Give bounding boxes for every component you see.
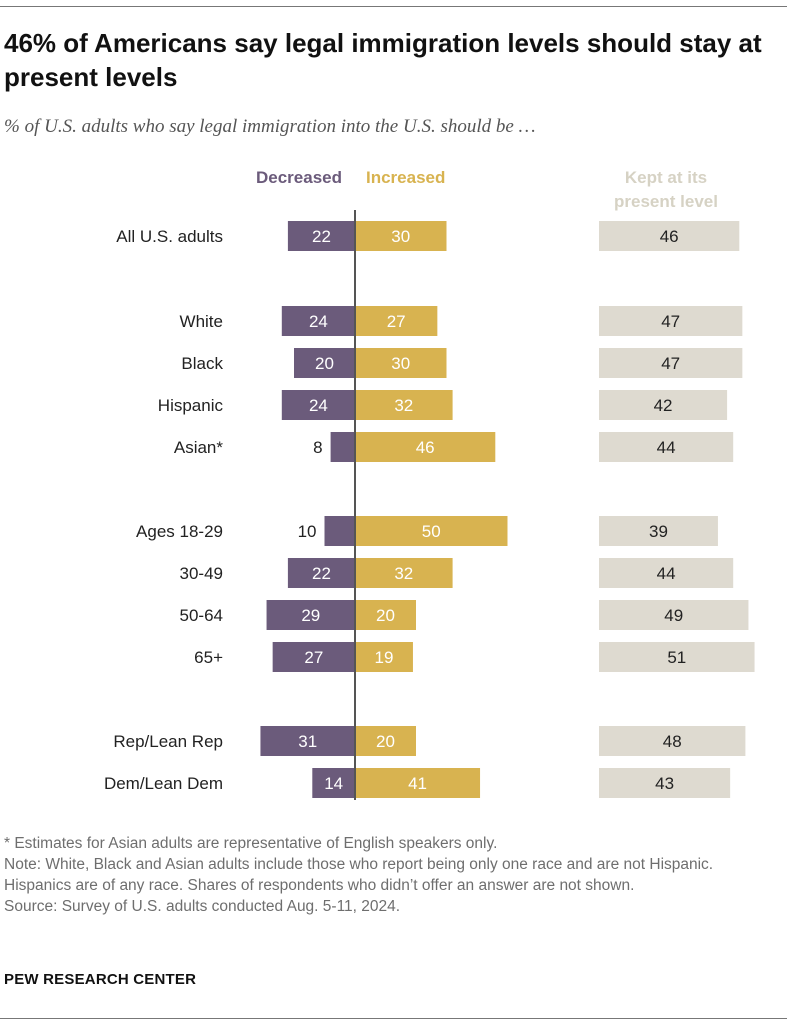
label-increased: 27 bbox=[387, 312, 406, 331]
bar-decreased bbox=[287, 221, 355, 251]
label-kept: 48 bbox=[663, 732, 682, 751]
label-decreased: 29 bbox=[301, 606, 320, 625]
bar-decreased bbox=[294, 348, 355, 378]
label-kept: 51 bbox=[667, 648, 686, 667]
bar-kept bbox=[599, 768, 731, 798]
bar-kept bbox=[599, 348, 743, 378]
category-label: Black bbox=[181, 354, 223, 373]
label-kept: 47 bbox=[661, 354, 680, 373]
label-decreased: 14 bbox=[324, 774, 343, 793]
bar-increased bbox=[355, 306, 438, 336]
bar-decreased bbox=[272, 642, 355, 672]
bar-kept bbox=[599, 390, 728, 420]
bar-kept bbox=[599, 306, 743, 336]
label-kept: 42 bbox=[654, 396, 673, 415]
label-increased: 46 bbox=[416, 438, 435, 457]
brand-logo-text: PEW RESEARCH CENTER bbox=[4, 971, 197, 988]
bar-increased bbox=[355, 348, 447, 378]
bar-decreased bbox=[330, 432, 355, 462]
top-rule bbox=[0, 6, 787, 7]
chart-title: 46% of Americans say legal immigration l… bbox=[4, 28, 762, 92]
label-increased: 19 bbox=[375, 648, 394, 667]
category-label: Asian* bbox=[174, 438, 224, 457]
label-increased: 32 bbox=[394, 564, 413, 583]
bar-increased bbox=[355, 600, 416, 630]
label-decreased: 20 bbox=[315, 354, 334, 373]
legend-increased: Increased bbox=[366, 168, 445, 187]
notes-block: * Estimates for Asian adults are represe… bbox=[4, 833, 779, 917]
category-label: Dem/Lean Dem bbox=[104, 774, 223, 793]
label-kept: 44 bbox=[657, 438, 676, 457]
bar-increased bbox=[355, 642, 413, 672]
bar-kept bbox=[599, 516, 718, 546]
category-label: Rep/Lean Rep bbox=[113, 732, 223, 751]
bar-decreased bbox=[260, 726, 355, 756]
category-label: 65+ bbox=[194, 648, 223, 667]
legend-kept-line1: Kept at its bbox=[625, 168, 707, 187]
bar-increased bbox=[355, 390, 453, 420]
methodology-note: Note: White, Black and Asian adults incl… bbox=[4, 856, 714, 894]
label-decreased: 22 bbox=[312, 564, 331, 583]
bar-increased bbox=[355, 726, 416, 756]
asterisk-note: * Estimates for Asian adults are represe… bbox=[4, 835, 498, 852]
label-kept: 46 bbox=[660, 227, 679, 246]
bar-increased bbox=[355, 516, 508, 546]
label-increased: 41 bbox=[408, 774, 427, 793]
label-decreased: 27 bbox=[304, 648, 323, 667]
bar-decreased bbox=[287, 558, 355, 588]
label-increased: 50 bbox=[422, 522, 441, 541]
label-kept: 43 bbox=[655, 774, 674, 793]
label-decreased: 31 bbox=[298, 732, 317, 751]
label-increased: 32 bbox=[394, 396, 413, 415]
label-kept: 39 bbox=[649, 522, 668, 541]
label-kept: 49 bbox=[664, 606, 683, 625]
label-decreased: 8 bbox=[313, 438, 322, 457]
label-kept: 47 bbox=[661, 312, 680, 331]
label-kept: 44 bbox=[657, 564, 676, 583]
label-increased: 20 bbox=[376, 732, 395, 751]
label-decreased: 24 bbox=[309, 312, 328, 331]
bottom-rule bbox=[0, 1018, 787, 1019]
bar-increased bbox=[355, 432, 496, 462]
category-label: 50-64 bbox=[180, 606, 223, 625]
label-decreased: 10 bbox=[298, 522, 317, 541]
chart-subtitle: % of U.S. adults who say legal immigrati… bbox=[4, 116, 536, 137]
bar-kept bbox=[599, 600, 749, 630]
bar-decreased bbox=[281, 306, 355, 336]
bar-decreased bbox=[281, 390, 355, 420]
category-label: Ages 18-29 bbox=[136, 522, 223, 541]
category-label: 30-49 bbox=[180, 564, 223, 583]
bar-kept bbox=[599, 726, 746, 756]
bar-kept bbox=[599, 642, 755, 672]
bar-kept bbox=[599, 432, 734, 462]
bar-decreased bbox=[266, 600, 355, 630]
bar-kept bbox=[599, 221, 740, 251]
bar-decreased bbox=[324, 516, 355, 546]
source-note: Source: Survey of U.S. adults conducted … bbox=[4, 898, 401, 915]
bar-increased bbox=[355, 221, 447, 251]
diverging-bar-chart: Decreased Increased Kept at its present lev… bbox=[104, 168, 755, 800]
label-increased: 20 bbox=[376, 606, 395, 625]
category-label: Hispanic bbox=[158, 396, 224, 415]
bar-increased bbox=[355, 558, 453, 588]
category-label: All U.S. adults bbox=[116, 227, 223, 246]
label-increased: 30 bbox=[391, 227, 410, 246]
legend-decreased: Decreased bbox=[256, 168, 342, 187]
category-label: White bbox=[180, 312, 223, 331]
label-decreased: 22 bbox=[312, 227, 331, 246]
bar-decreased bbox=[312, 768, 355, 798]
label-increased: 30 bbox=[391, 354, 410, 373]
legend-kept-line2: present level bbox=[614, 192, 718, 211]
bar-kept bbox=[599, 558, 734, 588]
bar-increased bbox=[355, 768, 481, 798]
label-decreased: 24 bbox=[309, 396, 328, 415]
